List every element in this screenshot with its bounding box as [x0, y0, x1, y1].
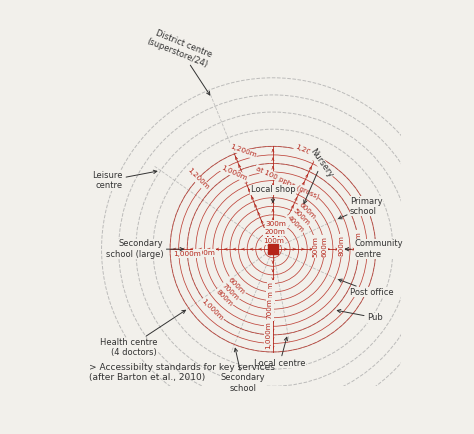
Text: 800m: 800m: [338, 235, 345, 256]
Text: 800m: 800m: [194, 250, 215, 256]
Text: Post office: Post office: [338, 279, 394, 296]
Polygon shape: [270, 245, 276, 248]
Text: 500m: 500m: [268, 282, 273, 302]
Text: 1,000m: 1,000m: [173, 251, 201, 256]
Text: 1,000m: 1,000m: [220, 164, 248, 181]
Text: 200m: 200m: [264, 229, 285, 235]
Text: 600m: 600m: [227, 276, 246, 295]
Text: Local centre: Local centre: [254, 337, 306, 368]
Text: 400m: 400m: [286, 214, 305, 233]
Polygon shape: [270, 248, 275, 251]
Text: District centre
(superstore/24): District centre (superstore/24): [146, 27, 213, 95]
Text: 700m: 700m: [267, 299, 273, 319]
Text: 700m: 700m: [221, 282, 240, 301]
Text: Secondary
school (large): Secondary school (large): [106, 240, 183, 259]
Text: Pub: Pub: [337, 309, 383, 322]
Text: 1,200m: 1,200m: [294, 144, 322, 161]
Text: 100m: 100m: [264, 238, 284, 243]
Text: 1,000m: 1,000m: [265, 321, 272, 349]
Text: 500m: 500m: [292, 208, 311, 227]
Text: Local shop: Local shop: [251, 185, 295, 202]
Text: 600m: 600m: [267, 290, 273, 311]
Text: Secondary
school: Secondary school: [220, 348, 265, 393]
Text: 600m: 600m: [298, 201, 317, 220]
Text: Health centre
(4 doctors): Health centre (4 doctors): [100, 310, 185, 358]
Text: 1,000m: 1,000m: [201, 298, 224, 322]
Text: Nursery: Nursery: [304, 147, 335, 204]
Text: Community
centre: Community centre: [346, 240, 403, 259]
Text: 1,000m: 1,000m: [356, 231, 362, 259]
Text: Primary
school: Primary school: [338, 197, 383, 219]
Text: at 100 ppha (gross): at 100 ppha (gross): [255, 164, 320, 200]
Text: 300m: 300m: [265, 220, 286, 227]
Text: 1,200m: 1,200m: [186, 167, 210, 191]
Text: 600m: 600m: [321, 236, 327, 257]
Text: > Accessibilty standards for key services
(after Barton et al., 2010): > Accessibilty standards for key service…: [89, 362, 274, 382]
Text: 1,200m: 1,200m: [229, 143, 257, 158]
Text: 500m: 500m: [313, 237, 319, 257]
Text: Leisure
centre: Leisure centre: [92, 170, 157, 191]
Text: 800m: 800m: [215, 288, 234, 307]
